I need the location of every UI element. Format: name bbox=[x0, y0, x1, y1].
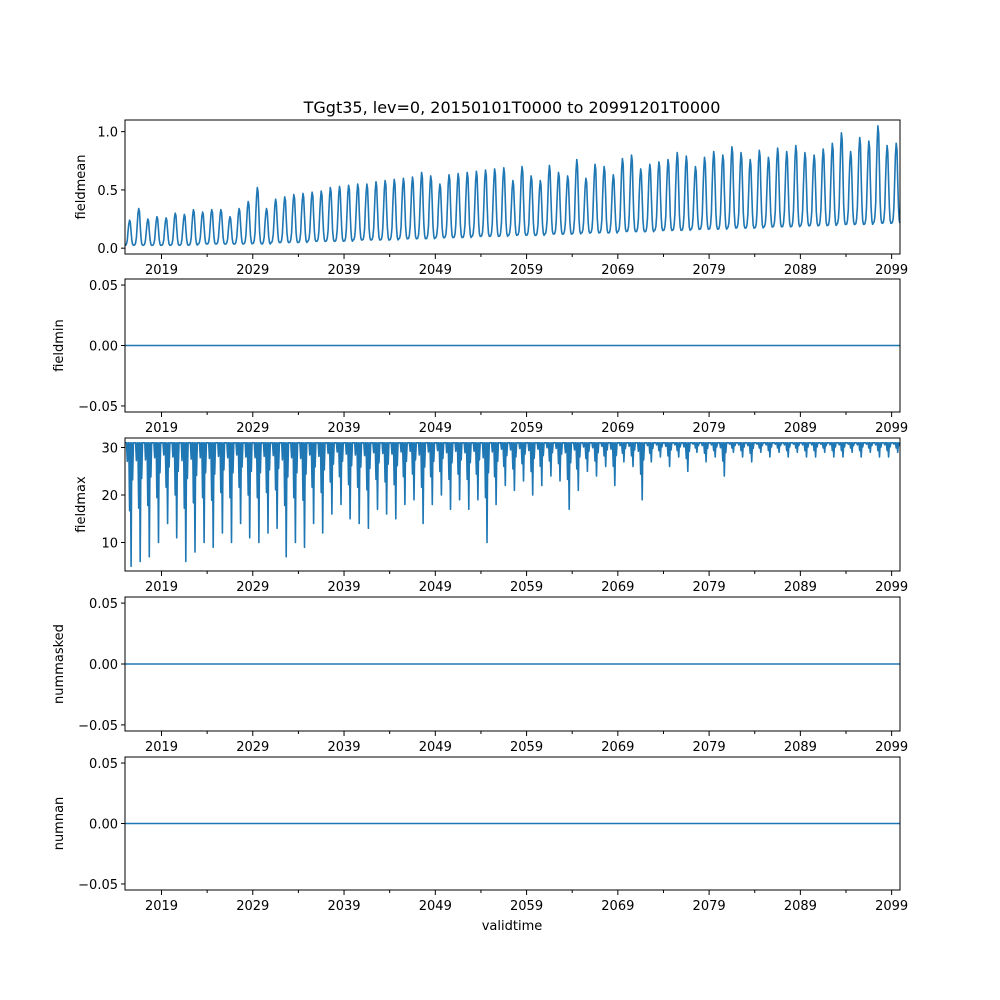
panel-nummasked: −0.05 0.00 0.05 nummasked 2019 2029 2039 2049 20… bbox=[52, 596, 908, 755]
y-tick-label-fieldmean: 0.0 bbox=[97, 242, 118, 257]
x-tick-label-fieldmean: 2089 bbox=[784, 263, 817, 278]
x-tick-label-fieldmax: 2069 bbox=[601, 580, 634, 595]
x-axis-label: validtime bbox=[482, 919, 543, 934]
x-tick-label-nummasked: 2079 bbox=[693, 740, 726, 755]
panel-fieldmean: 0.0 0.5 1.0 fieldmean 2019 2029 2039 2049 2059 20… bbox=[74, 119, 908, 278]
x-tick-label-numnan: 2029 bbox=[236, 899, 269, 914]
panel-numnan: −0.05 0.00 0.05 numnan 2019 2029 2039 2049 2059 2… bbox=[52, 756, 908, 914]
x-tick-label-numnan: 2019 bbox=[145, 899, 178, 914]
x-tick-label-numnan: 2099 bbox=[875, 899, 908, 914]
x-tick-label-numnan: 2069 bbox=[601, 899, 634, 914]
panels: 0.0 0.5 1.0 fieldmean 2019 2029 2039 2049 2059 20… bbox=[52, 119, 908, 914]
y-tick-label-nummasked: 0.00 bbox=[89, 658, 118, 673]
x-tick-label-nummasked: 2029 bbox=[236, 740, 269, 755]
y-axis-label-fieldmin: fieldmin bbox=[52, 319, 67, 372]
x-tick-label-fieldmin: 2019 bbox=[145, 421, 178, 436]
x-tick-label-fieldmax: 2019 bbox=[145, 580, 178, 595]
x-tick-label-fieldmean: 2019 bbox=[145, 263, 178, 278]
axes-frame-fieldmean bbox=[124, 119, 901, 255]
x-tick-label-numnan: 2089 bbox=[784, 899, 817, 914]
panel-fieldmax: 10 20 30 fieldmax 2019 2029 2039 2049 2059 2069 20… bbox=[74, 437, 908, 595]
x-tick-label-nummasked: 2039 bbox=[327, 740, 360, 755]
x-tick-label-nummasked: 2019 bbox=[145, 740, 178, 755]
x-tick-label-nummasked: 2059 bbox=[510, 740, 543, 755]
y-tick-label-fieldmax: 10 bbox=[101, 537, 118, 552]
panel-fieldmin: −0.05 0.00 0.05 fieldmin 2019 2029 2039 2049 205… bbox=[52, 278, 908, 436]
x-tick-label-fieldmean: 2039 bbox=[327, 263, 360, 278]
y-tick-label-fieldmax: 20 bbox=[101, 489, 118, 504]
y-tick-label-fieldmin: 0.00 bbox=[89, 340, 118, 355]
y-tick-label-numnan: −0.05 bbox=[78, 878, 118, 893]
y-tick-label-nummasked: −0.05 bbox=[78, 719, 118, 734]
y-tick-label-fieldmean: 0.5 bbox=[97, 184, 118, 199]
x-tick-label-fieldmax: 2089 bbox=[784, 580, 817, 595]
x-tick-label-numnan: 2049 bbox=[419, 899, 452, 914]
y-tick-label-fieldmin: −0.05 bbox=[78, 400, 118, 415]
x-tick-label-fieldmin: 2039 bbox=[327, 421, 360, 436]
series-line-fieldmax bbox=[125, 441, 901, 568]
x-tick-label-fieldmin: 2049 bbox=[419, 421, 452, 436]
x-tick-label-fieldmax: 2039 bbox=[327, 580, 360, 595]
y-tick-label-fieldmean: 1.0 bbox=[97, 126, 118, 141]
chart-title: TGgt35, lev=0, 20150101T0000 to 20991201… bbox=[303, 98, 721, 117]
x-tick-label-nummasked: 2099 bbox=[875, 740, 908, 755]
x-tick-label-fieldmin: 2029 bbox=[236, 421, 269, 436]
x-tick-label-fieldmax: 2059 bbox=[510, 580, 543, 595]
x-tick-label-nummasked: 2049 bbox=[419, 740, 452, 755]
axes-frame-fieldmax bbox=[124, 437, 901, 572]
y-axis-label-fieldmean: fieldmean bbox=[74, 155, 89, 220]
x-tick-label-fieldmax: 2049 bbox=[419, 580, 452, 595]
x-tick-label-fieldmax: 2029 bbox=[236, 580, 269, 595]
y-axis-label-nummasked: nummasked bbox=[52, 624, 67, 704]
x-tick-label-fieldmean: 2099 bbox=[875, 263, 908, 278]
x-tick-label-numnan: 2079 bbox=[693, 899, 726, 914]
series-line-fieldmean bbox=[124, 125, 901, 247]
x-tick-label-numnan: 2039 bbox=[327, 899, 360, 914]
x-tick-label-fieldmin: 2099 bbox=[875, 421, 908, 436]
x-tick-label-fieldmean: 2059 bbox=[510, 263, 543, 278]
y-axis-label-numnan: numnan bbox=[52, 797, 67, 851]
y-tick-label-nummasked: 0.05 bbox=[89, 597, 118, 612]
y-tick-label-fieldmin: 0.05 bbox=[89, 279, 118, 294]
x-tick-label-fieldmin: 2089 bbox=[784, 421, 817, 436]
y-axis-label-fieldmax: fieldmax bbox=[74, 476, 89, 533]
x-tick-label-fieldmean: 2029 bbox=[236, 263, 269, 278]
x-tick-label-fieldmin: 2069 bbox=[601, 421, 634, 436]
x-tick-label-fieldmean: 2069 bbox=[601, 263, 634, 278]
y-tick-label-numnan: 0.05 bbox=[89, 757, 118, 772]
x-tick-label-fieldmin: 2059 bbox=[510, 421, 543, 436]
x-tick-label-nummasked: 2069 bbox=[601, 740, 634, 755]
y-tick-label-fieldmax: 30 bbox=[101, 442, 118, 457]
y-tick-label-numnan: 0.00 bbox=[89, 818, 118, 833]
x-tick-label-fieldmax: 2099 bbox=[875, 580, 908, 595]
x-tick-label-fieldmean: 2049 bbox=[419, 263, 452, 278]
x-tick-label-numnan: 2059 bbox=[510, 899, 543, 914]
x-tick-label-fieldmin: 2079 bbox=[693, 421, 726, 436]
x-tick-label-fieldmax: 2079 bbox=[693, 580, 726, 595]
x-tick-label-fieldmean: 2079 bbox=[693, 263, 726, 278]
x-tick-label-nummasked: 2089 bbox=[784, 740, 817, 755]
